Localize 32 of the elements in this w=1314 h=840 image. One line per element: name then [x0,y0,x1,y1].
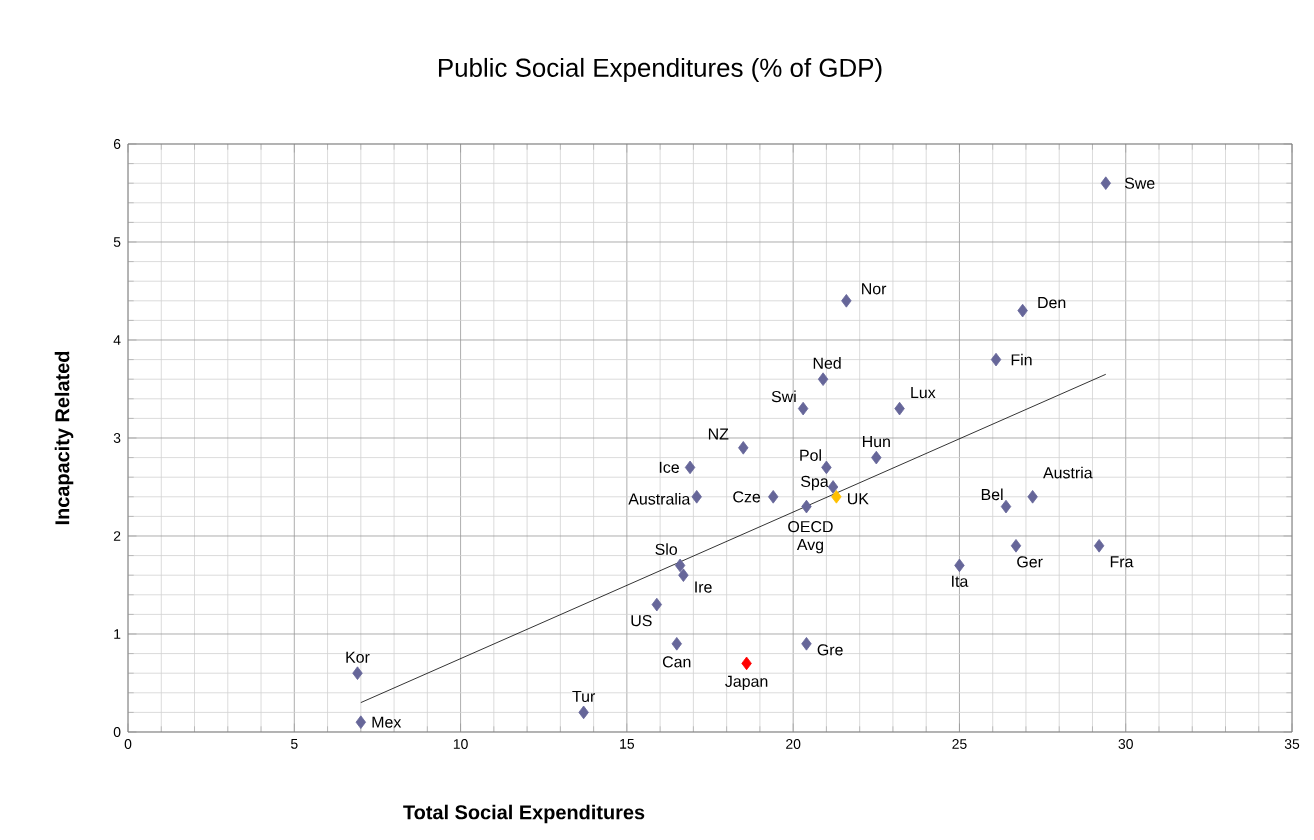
point [684,460,696,475]
point [954,558,965,573]
point [1100,176,1111,190]
point [817,372,829,386]
y-axis-title: Incapacity Related [54,351,74,525]
point [801,637,812,651]
point [352,666,363,680]
point [578,705,589,720]
point [841,294,852,308]
point [738,441,749,455]
point [1027,490,1038,504]
point [741,656,752,671]
point [671,637,682,651]
point [821,460,832,475]
point [894,401,905,416]
point [355,715,366,729]
chart-title: Public Social Expenditures (% of GDP) [438,57,882,83]
point [797,401,809,416]
point [1000,499,1012,514]
point [831,490,842,504]
point [801,499,812,514]
point [678,568,689,582]
point [1010,539,1022,553]
point [1017,303,1028,318]
x-axis-title: Total Social Expenditures [403,804,645,824]
point [990,352,1002,367]
point [871,450,882,465]
point [651,597,662,612]
point [691,490,702,504]
point [768,490,779,504]
point [674,558,686,573]
point [1093,539,1105,553]
